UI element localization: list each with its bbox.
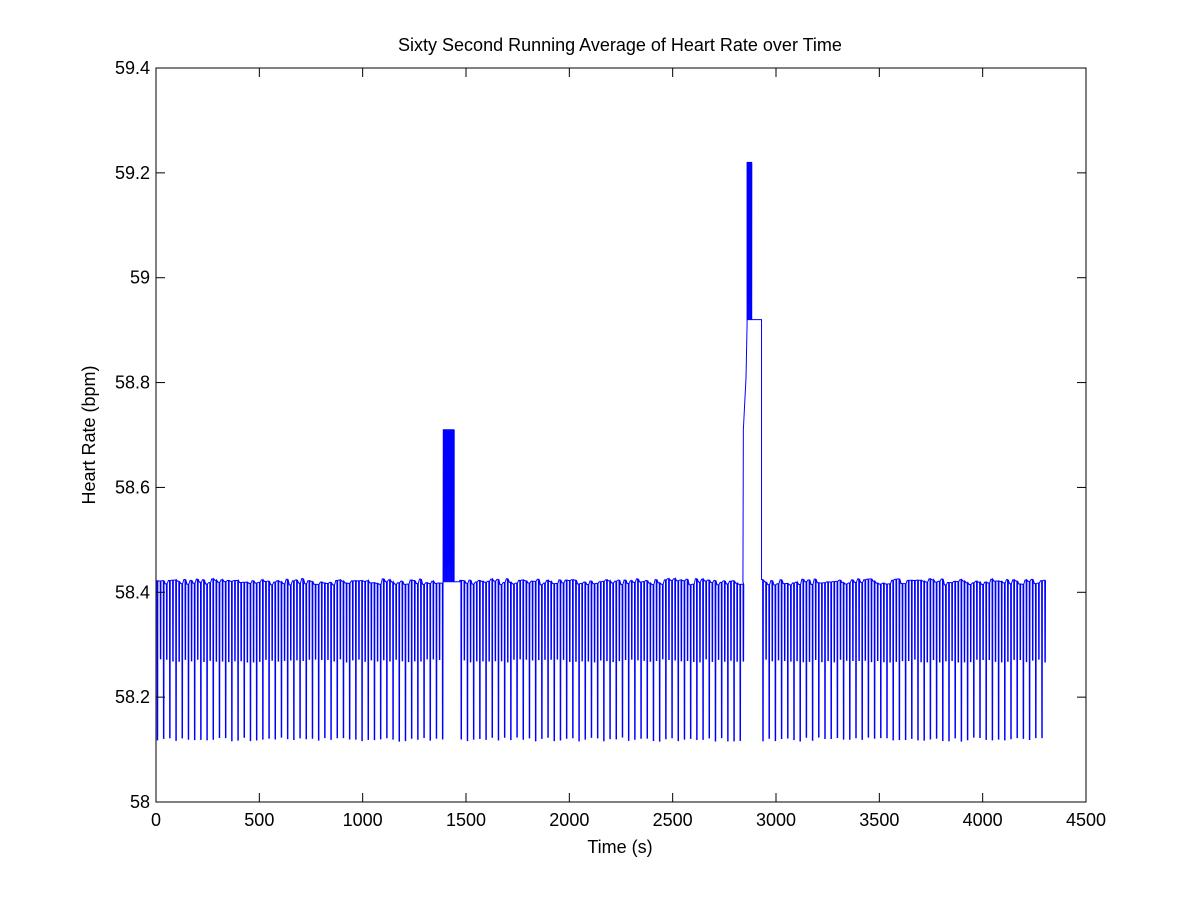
x-axis-label: Time (s) [587,837,652,857]
y-tick-label: 58 [130,792,150,812]
y-tick-label: 59.4 [115,58,150,78]
y-tick-label: 58.2 [115,687,150,707]
heart-rate-series-line [156,161,1046,742]
x-tick-label: 4000 [963,810,1003,830]
x-tick-label: 4500 [1066,810,1106,830]
plot-area: 0 500 1000 1500 2000 2500 3000 3500 4000 4500 585… [115,58,1106,830]
y-tick-label: 58.6 [115,477,150,497]
x-tick-label: 2000 [549,810,589,830]
x-tick-label: 500 [244,810,274,830]
chart-title: Sixty Second Running Average of Heart Ra… [398,35,842,55]
x-tick-label: 0 [151,810,161,830]
x-tick-label: 1500 [446,810,486,830]
x-tick-label: 3000 [756,810,796,830]
y-tick-label: 59 [130,268,150,288]
x-tick-label: 1000 [343,810,383,830]
y-tick-label: 58.8 [115,373,150,393]
axes-box [155,67,1087,803]
x-axis-ticks: 0 500 1000 1500 2000 2500 3000 3500 4000 4500 [151,68,1106,830]
y-axis-label: Heart Rate (bpm) [79,365,99,504]
y-tick-label: 59.2 [115,163,150,183]
y-axis-ticks: 58 58.2 58.4 58.6 58.8 59 59.2 59.4 [115,58,1086,812]
x-tick-label: 3500 [859,810,899,830]
y-tick-label: 58.4 [115,582,150,602]
x-tick-label: 2500 [653,810,693,830]
series-layer [156,161,1046,742]
